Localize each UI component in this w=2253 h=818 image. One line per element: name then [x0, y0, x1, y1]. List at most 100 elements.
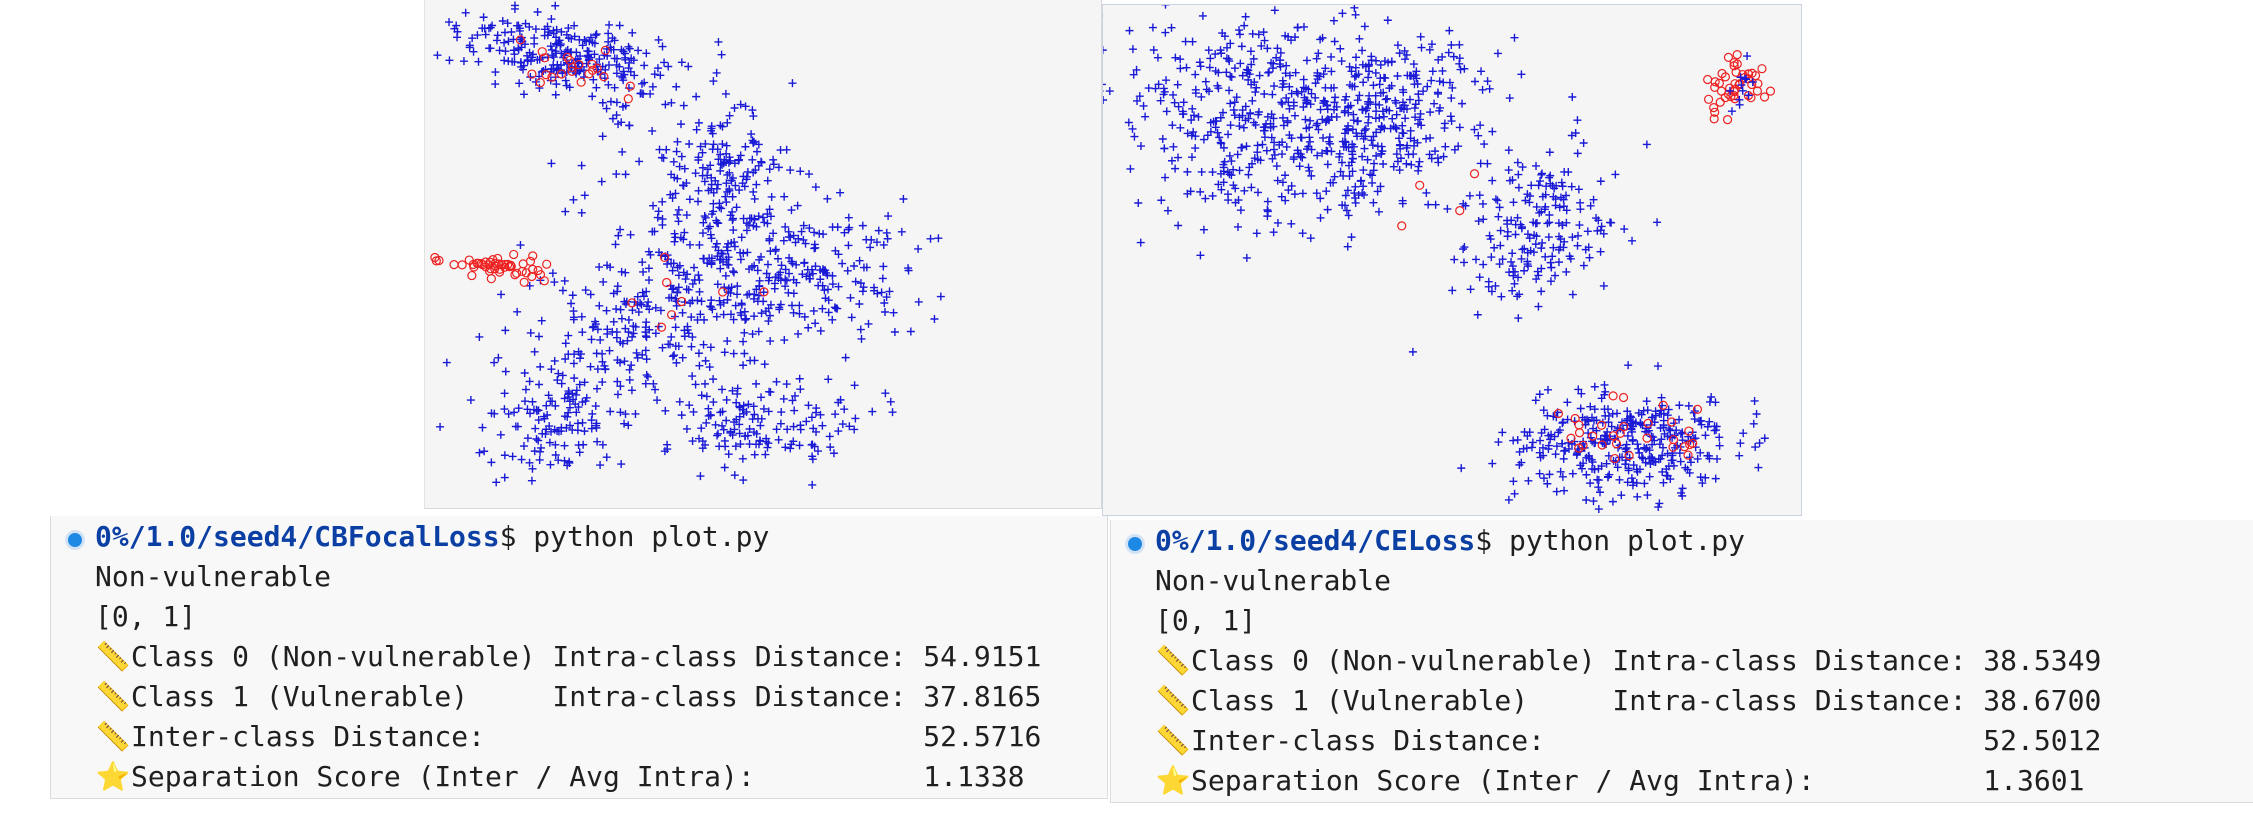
class0-point: [1245, 70, 1254, 79]
class0-point: [1744, 91, 1753, 100]
class0-point: [1215, 133, 1224, 142]
class0-point: [1505, 176, 1514, 185]
class0-point: [1366, 170, 1375, 179]
class0-point: [1528, 438, 1537, 447]
class0-point: [672, 147, 681, 156]
class0-point: [774, 274, 783, 283]
class0-point: [716, 150, 725, 159]
class0-point: [1510, 33, 1519, 42]
class0-point: [1568, 93, 1577, 102]
class0-point: [1299, 103, 1308, 112]
class0-point: [620, 419, 629, 428]
class0-point: [684, 285, 693, 294]
class0-point: [736, 440, 745, 449]
class0-point: [1306, 234, 1315, 243]
class0-point: [1187, 131, 1196, 140]
class0-point: [688, 333, 697, 342]
class0-point: [780, 192, 789, 201]
class0-point: [1509, 198, 1518, 207]
class0-point: [843, 266, 852, 275]
class0-point: [616, 408, 625, 417]
class0-point: [624, 421, 633, 430]
class0-point: [675, 397, 684, 406]
class0-point: [1401, 55, 1410, 64]
class0-point: [642, 318, 651, 327]
class0-point: [1285, 71, 1294, 80]
class0-point: [713, 280, 722, 289]
class0-point: [1268, 90, 1277, 99]
class0-point: [1368, 171, 1377, 180]
class0-point: [599, 277, 608, 286]
class0-point: [752, 222, 761, 231]
class0-point: [1312, 54, 1321, 63]
class0-point: [673, 210, 682, 219]
class0-point: [1707, 392, 1716, 401]
class0-point: [1474, 217, 1483, 226]
class0-point: [833, 304, 842, 313]
class0-point: [693, 315, 702, 324]
class0-point: [1551, 271, 1560, 280]
class0-point: [781, 265, 790, 274]
class0-point: [676, 120, 685, 129]
terminal-panel-left[interactable]: 0%/1.0/seed4/CBFocalLoss$ python plot.py…: [50, 516, 1108, 799]
class0-point: [1450, 145, 1459, 154]
class1-point: [623, 94, 633, 104]
class0-point: [882, 293, 891, 302]
class0-point: [670, 237, 679, 246]
class0-point: [816, 275, 825, 284]
class0-point: [799, 221, 808, 230]
class0-point: [1538, 238, 1547, 247]
class0-point: [1556, 467, 1565, 476]
class0-point: [825, 432, 834, 441]
class0-point: [1567, 182, 1576, 191]
class0-point: [1296, 152, 1305, 161]
class0-point: [1738, 86, 1747, 95]
class0-point: [721, 192, 730, 201]
class0-point: [1398, 121, 1407, 130]
class0-point: [1662, 471, 1671, 480]
stat-line: ⭐Separation Score (Inter / Avg Intra): 1…: [1155, 764, 2085, 798]
class0-point: [613, 377, 622, 386]
class0-point: [572, 390, 581, 399]
class0-point: [1484, 282, 1493, 291]
class0-point: [1229, 106, 1238, 115]
class0-point: [834, 427, 843, 436]
class0-point: [576, 66, 585, 75]
class0-point: [1344, 124, 1353, 133]
class0-point: [1242, 253, 1251, 262]
class1-point: [464, 255, 474, 265]
class0-point: [561, 339, 570, 348]
class0-point: [1183, 129, 1192, 138]
class0-point: [1218, 29, 1227, 38]
class0-point: [781, 282, 790, 291]
class0-point: [1348, 167, 1357, 176]
class1-point: [481, 262, 491, 272]
class0-point: [525, 377, 534, 386]
class1-point: [667, 310, 677, 320]
class1-point: [517, 266, 527, 277]
class1-point: [1709, 103, 1719, 113]
class0-point: [1505, 94, 1514, 103]
class0-point: [688, 437, 697, 446]
class0-point: [1353, 96, 1362, 105]
class0-point: [682, 424, 691, 433]
class0-point: [742, 226, 751, 235]
class0-point: [1103, 90, 1104, 92]
class0-point: [1238, 111, 1247, 120]
class0-point: [1471, 255, 1480, 264]
class0-point: [668, 266, 677, 275]
class0-point: [1167, 23, 1176, 32]
class0-point: [718, 407, 727, 416]
class0-point: [551, 90, 560, 99]
class0-point: [1272, 162, 1281, 171]
class0-point: [1563, 398, 1572, 407]
class0-point: [461, 8, 470, 17]
class0-point: [685, 240, 694, 249]
class0-point: [1263, 207, 1272, 216]
class0-point: [766, 337, 775, 346]
class0-point: [759, 404, 768, 413]
class0-point: [1338, 201, 1347, 210]
terminal-panel-right[interactable]: 0%/1.0/seed4/CELoss$ python plot.py Non-…: [1110, 520, 2253, 803]
class0-point: [1219, 178, 1228, 187]
class0-point: [644, 298, 653, 307]
